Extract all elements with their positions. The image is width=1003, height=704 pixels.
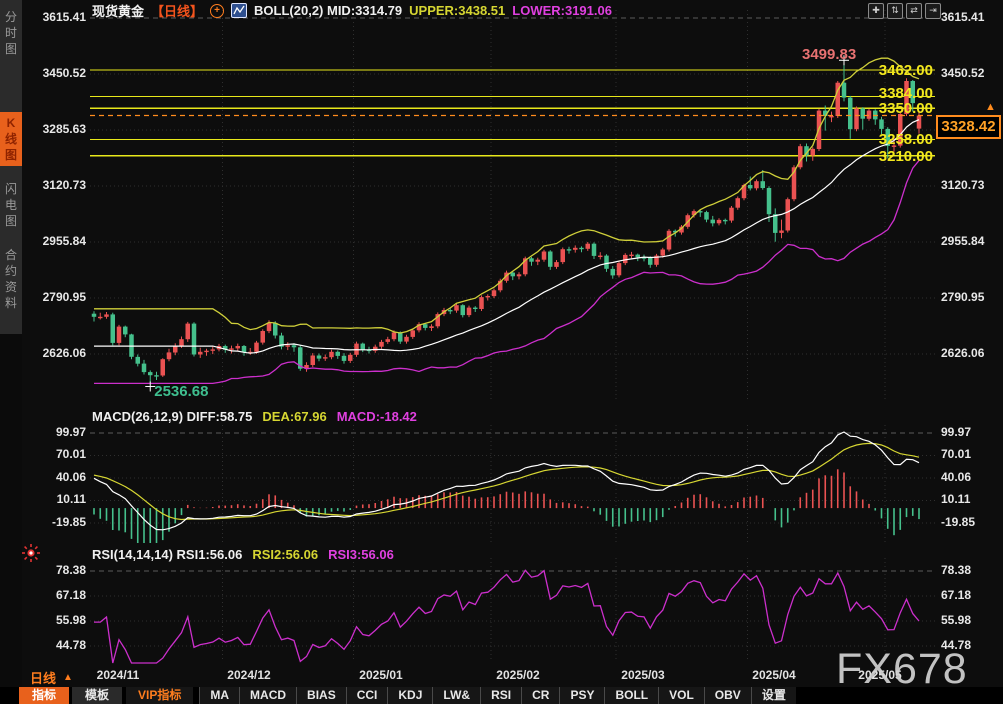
date-axis-label: 2024/12: [227, 668, 271, 682]
main-axis-tick-left: 2955.84: [42, 234, 86, 248]
main-axis-tick-right: 2626.06: [941, 346, 985, 360]
boll-mid-legend: BOLL(20,2) MID:3314.79: [254, 3, 403, 18]
toolbar-item-VIP指标[interactable]: VIP指标: [126, 687, 194, 704]
macd-axis-tick-left: 70.01: [55, 447, 86, 461]
main-axis-tick-left: 2626.06: [42, 346, 86, 360]
rsi-axis-tick-left: 44.78: [55, 638, 86, 652]
period-selector[interactable]: 日线 ▲: [30, 668, 73, 687]
boll-lower-legend: LOWER:3191.06: [512, 3, 612, 18]
toolbar-item-OBV[interactable]: OBV: [703, 687, 751, 704]
sidebar-tab-1[interactable]: 分时图: [4, 10, 17, 56]
date-axis-label: 2024/11: [96, 668, 140, 682]
price-level-label: 3258.00: [878, 131, 933, 148]
rsi-axis-tick-left: 55.98: [55, 613, 86, 627]
macd-legend: MACD(26,12,9) DIFF:58.75 DEA:67.96 MACD:…: [92, 409, 417, 425]
rsi-legend: RSI(14,14,14) RSI1:56.06 RSI2:56.06 RSI3…: [92, 547, 394, 563]
rsi-axis-tick-right: 67.18: [941, 588, 972, 602]
main-axis-tick-left: 2790.95: [42, 290, 86, 304]
date-axis-label: 2025/03: [621, 668, 665, 682]
macd-axis-tick-right: 10.11: [941, 492, 971, 506]
shift-right-icon[interactable]: ⇥: [925, 3, 941, 19]
toolbar-item-RSI[interactable]: RSI: [480, 687, 522, 704]
price-level-label: 3350.00: [878, 100, 933, 117]
toolbar-item-设置[interactable]: 设置: [750, 687, 796, 704]
period-tag: 【日线】: [151, 4, 204, 19]
macd-axis-tick-right: 70.01: [941, 447, 972, 461]
macd-axis-tick-left: 99.97: [55, 425, 86, 439]
period-selector-label: 日线: [30, 671, 57, 686]
add-indicator-icon[interactable]: +: [210, 3, 225, 18]
main-chart-legend: 现货黄金 【日线】 + BOLL(20,2) MID:3314.79 UPPER…: [92, 2, 612, 19]
toolbar-item-MACD[interactable]: MACD: [239, 687, 297, 704]
indicator-toolbar: 指标 模板 VIP指标 MA MACD BIAS CCI KDJ LW& RSI CR PSY BOLL…: [0, 687, 1003, 704]
toolbar-item-KDJ[interactable]: KDJ: [387, 687, 433, 704]
macd-dea-legend: DEA:67.96: [262, 409, 327, 424]
date-axis-label: 2025/04: [752, 668, 796, 682]
main-axis-tick-left: 3450.52: [42, 66, 86, 80]
period-up-triangle-icon: ▲: [63, 672, 73, 683]
rsi-axis-tick-right: 55.98: [941, 613, 972, 627]
toolbar-item-PSY[interactable]: PSY: [559, 687, 605, 704]
x-axis-zoom-icon[interactable]: ⇄: [906, 3, 922, 19]
toolbar-item-模板[interactable]: 模板: [72, 687, 123, 704]
high-price-label: 3499.83: [802, 46, 857, 63]
rsi-axis-tick-left: 67.18: [55, 588, 86, 602]
toolbar-item-BIAS[interactable]: BIAS: [296, 687, 346, 704]
macd-axis-tick-left: 40.06: [55, 470, 86, 484]
macd-diff-legend: MACD(26,12,9) DIFF:58.75: [92, 409, 253, 424]
macd-axis-tick-right: 40.06: [941, 470, 972, 484]
macd-hist-legend: MACD:-18.42: [336, 409, 417, 424]
price-level-label: 3462.00: [878, 62, 933, 79]
toolbar-item-MA[interactable]: MA: [199, 687, 240, 704]
date-axis-label: 2025/01: [359, 668, 403, 682]
sidebar-tab-3[interactable]: 闪电图: [4, 182, 17, 228]
toolbar-item-CCI[interactable]: CCI: [345, 687, 388, 704]
symbol-name: 现货黄金: [92, 4, 145, 19]
sidebar-rail: [0, 0, 22, 334]
rsi1-legend: RSI(14,14,14) RSI1:56.06: [92, 547, 243, 562]
sidebar-tab-4[interactable]: 合约资料: [4, 248, 17, 310]
main-axis-tick-left: 3615.41: [42, 10, 86, 24]
macd-axis-tick-left: 10.11: [56, 492, 86, 506]
macd-axis-tick-left: -19.85: [51, 515, 86, 529]
chart-tool-buttons: ✚ ⇅ ⇄ ⇥: [868, 3, 941, 19]
price-up-arrow-icon: ▲: [985, 101, 996, 113]
rsi3-legend: RSI3:56.06: [328, 547, 394, 562]
toolbar-item-CR[interactable]: CR: [521, 687, 560, 704]
live-indicator-icon: [22, 544, 40, 567]
date-axis-label: 2025/05: [858, 668, 902, 682]
low-price-label: 2536.68: [154, 383, 209, 400]
boll-upper-legend: UPPER:3438.51: [409, 3, 506, 18]
date-axis-label: 2025/02: [496, 668, 540, 682]
main-axis-tick-right: 3615.41: [941, 10, 985, 24]
main-axis-tick-right: 3120.73: [941, 178, 985, 192]
toolbar-item-BOLL[interactable]: BOLL: [604, 687, 659, 704]
current-price-label: 3328.42: [936, 115, 1001, 139]
rsi-axis-tick-right: 44.78: [941, 638, 972, 652]
main-axis-tick-left: 3120.73: [42, 178, 86, 192]
macd-axis-tick-right: -19.85: [941, 515, 976, 529]
price-level-label: 3384.00: [878, 85, 933, 102]
main-axis-tick-left: 3285.63: [42, 122, 86, 136]
pan-tool-icon[interactable]: ✚: [868, 3, 884, 19]
toolbar-item-VOL[interactable]: VOL: [658, 687, 704, 704]
toolbar-item-指标[interactable]: 指标: [19, 687, 70, 704]
kline-chart-icon: [231, 3, 248, 18]
price-level-label: 3210.00: [878, 148, 933, 165]
date-axis: 日线 ▲ 2024/11 2024/12 2025/01 2025/02 2025/03…: [0, 664, 1003, 687]
main-axis-tick-right: 3450.52: [941, 66, 985, 80]
rsi-axis-tick-left: 78.38: [55, 563, 86, 577]
main-axis-tick-right: 2955.84: [941, 234, 985, 248]
rsi2-legend: RSI2:56.06: [252, 547, 319, 562]
macd-axis-tick-right: 99.97: [941, 425, 972, 439]
rsi-axis-tick-right: 78.38: [941, 563, 972, 577]
y-axis-zoom-icon[interactable]: ⇅: [887, 3, 903, 19]
main-axis-tick-right: 2790.95: [941, 290, 985, 304]
toolbar-item-LW&[interactable]: LW&: [432, 687, 481, 704]
